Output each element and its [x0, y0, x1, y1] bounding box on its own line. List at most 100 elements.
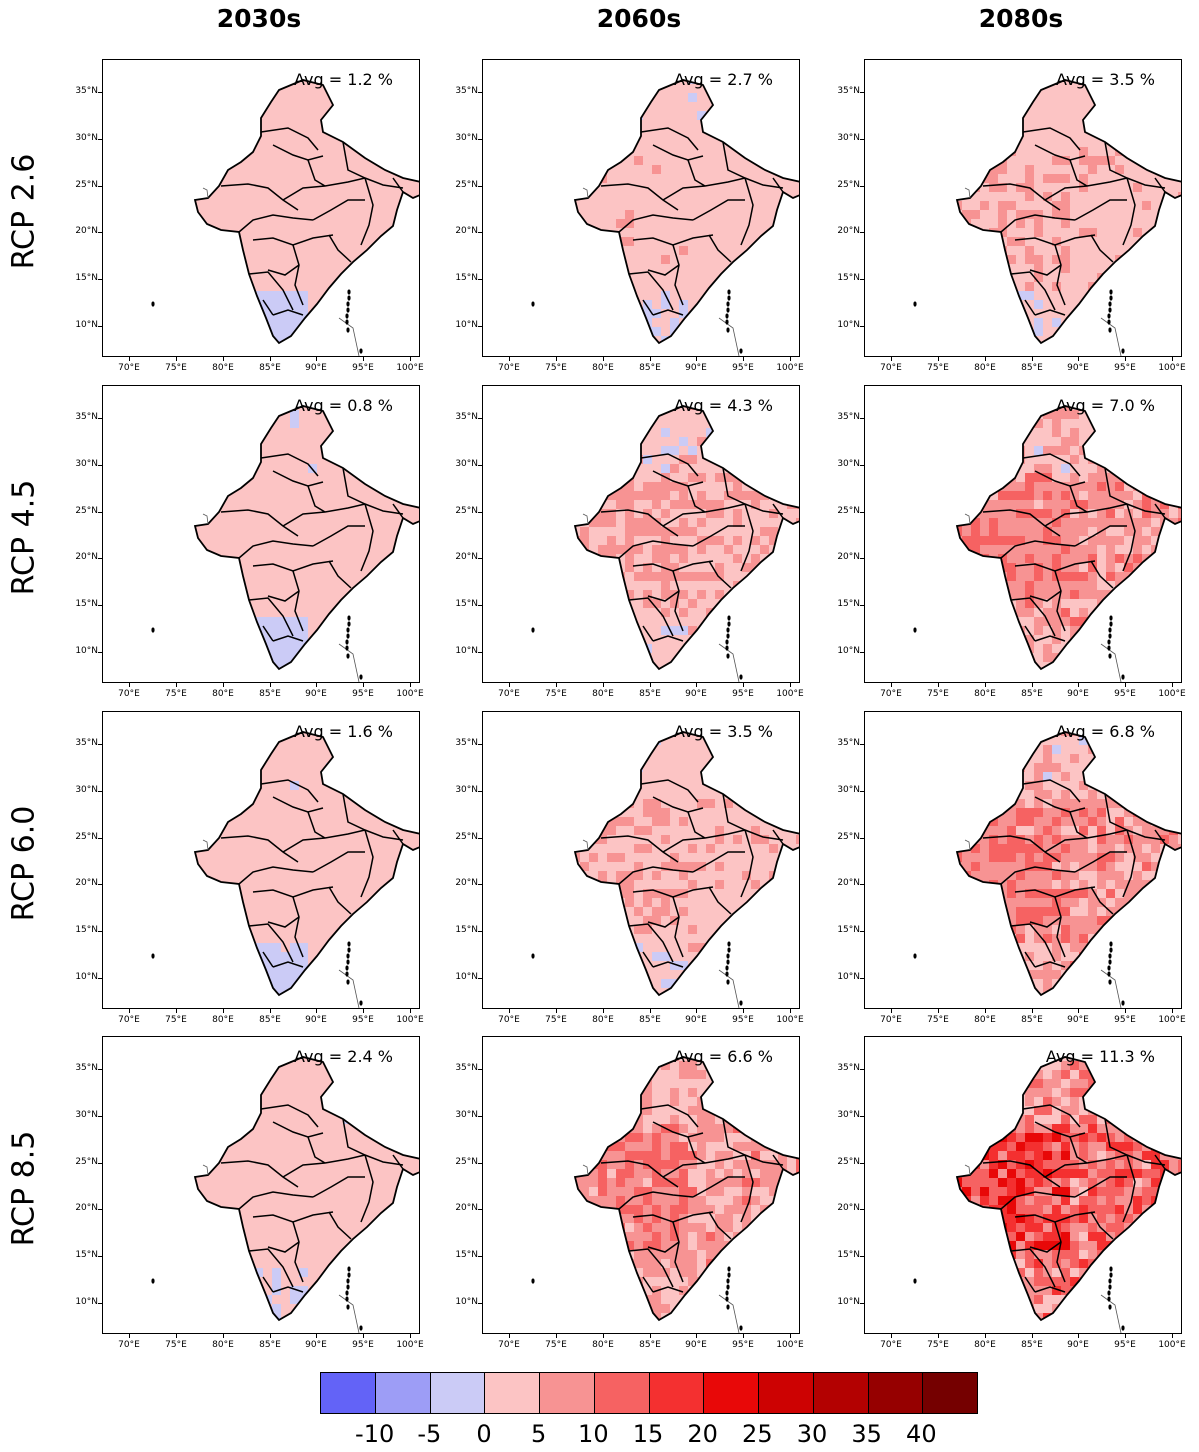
- island: [359, 348, 363, 354]
- lon-tick: [509, 357, 510, 361]
- island: [151, 1278, 155, 1284]
- lat-label: 25°N: [75, 832, 98, 842]
- lon-label: 95°E: [352, 363, 374, 373]
- lat-tick: [860, 279, 864, 280]
- lat-tick: [98, 326, 102, 327]
- state-border: [260, 779, 319, 803]
- lat-tick: [98, 512, 102, 513]
- state-border: [628, 597, 674, 637]
- lon-label: 75°E: [165, 363, 187, 373]
- island: [739, 1325, 743, 1331]
- island: [1108, 1278, 1112, 1284]
- lon-tick: [363, 1009, 364, 1013]
- colorbar-swatch: [375, 1373, 431, 1413]
- island: [739, 1000, 743, 1006]
- state-border: [312, 851, 365, 873]
- lon-tick: [891, 683, 892, 687]
- map-frame: Avg = 2.4 %: [102, 1036, 420, 1334]
- india-map: [531, 405, 799, 682]
- lat-tick: [478, 186, 482, 187]
- lon-tick: [223, 1334, 224, 1338]
- colorbar-swatch: [813, 1373, 869, 1413]
- country-outline: [193, 731, 419, 997]
- lon-tick: [363, 357, 364, 361]
- state-border: [692, 851, 745, 873]
- lat-tick: [478, 92, 482, 93]
- lon-label: 80°E: [212, 1015, 234, 1025]
- lon-tick: [790, 683, 791, 687]
- row-header: RCP 4.5: [4, 375, 44, 700]
- state-border: [307, 485, 326, 513]
- state-border: [1090, 1211, 1114, 1240]
- lon-tick: [603, 1334, 604, 1338]
- average-label: Avg = 11.3 %: [1045, 1047, 1155, 1066]
- island: [347, 1272, 351, 1278]
- lon-tick: [891, 1009, 892, 1013]
- state-border: [1010, 1248, 1056, 1288]
- lon-label: 85°E: [639, 1015, 661, 1025]
- state-border: [672, 244, 684, 306]
- island: [913, 627, 917, 633]
- lon-tick: [743, 1009, 744, 1013]
- lat-label: 25°N: [455, 506, 478, 516]
- colorbar-swatch: [704, 1373, 759, 1413]
- lon-tick: [1078, 1334, 1079, 1338]
- state-border: [238, 214, 314, 233]
- lon-tick: [938, 357, 939, 361]
- neighbour-coastline: [964, 513, 1122, 682]
- lat-label: 20°N: [75, 552, 98, 562]
- lat-tick: [478, 512, 482, 513]
- state-border: [647, 264, 680, 276]
- state-border: [982, 1160, 1061, 1188]
- country-outline: [193, 1056, 419, 1322]
- state-border: [618, 214, 694, 233]
- india-map: [531, 79, 799, 356]
- island: [739, 348, 743, 354]
- lon-label: 95°E: [1114, 689, 1136, 699]
- island: [1108, 1284, 1112, 1290]
- lat-tick: [860, 512, 864, 513]
- lon-tick: [509, 683, 510, 687]
- state-border: [647, 916, 680, 928]
- lon-tick: [1078, 1009, 1079, 1013]
- lon-label: 75°E: [927, 689, 949, 699]
- state-border: [1069, 485, 1088, 513]
- neighbour-coastline: [202, 1164, 360, 1333]
- lat-label: 35°N: [75, 738, 98, 748]
- lat-tick: [860, 931, 864, 932]
- state-border: [687, 159, 706, 187]
- island: [1109, 615, 1113, 621]
- island: [726, 301, 730, 307]
- lon-label: 75°E: [927, 1015, 949, 1025]
- state-border: [1069, 811, 1088, 839]
- lon-label: 85°E: [639, 689, 661, 699]
- lat-label: 10°N: [455, 320, 478, 330]
- lon-label: 90°E: [685, 1340, 707, 1350]
- island: [1107, 965, 1111, 971]
- lat-label: 10°N: [455, 646, 478, 656]
- state-border: [1022, 127, 1081, 151]
- island: [347, 615, 351, 621]
- state-border: [642, 625, 654, 642]
- island: [726, 979, 730, 985]
- lat-tick: [860, 1069, 864, 1070]
- state-border: [1034, 1286, 1066, 1293]
- state-border: [600, 1160, 679, 1188]
- lat-label: 25°N: [75, 180, 98, 190]
- state-border: [248, 1248, 294, 1288]
- lon-tick: [1125, 357, 1126, 361]
- island: [1107, 313, 1111, 319]
- state-border: [1034, 470, 1086, 487]
- lon-tick: [891, 357, 892, 361]
- island: [1108, 627, 1112, 633]
- state-border: [392, 503, 404, 519]
- lat-tick: [860, 791, 864, 792]
- state-border: [248, 271, 294, 311]
- lon-tick: [743, 683, 744, 687]
- lat-label: 35°N: [75, 86, 98, 96]
- island: [725, 971, 729, 977]
- lon-label: 90°E: [685, 363, 707, 373]
- lon-label: 70°E: [118, 689, 140, 699]
- lat-tick: [98, 1303, 102, 1304]
- lon-label: 90°E: [1067, 689, 1089, 699]
